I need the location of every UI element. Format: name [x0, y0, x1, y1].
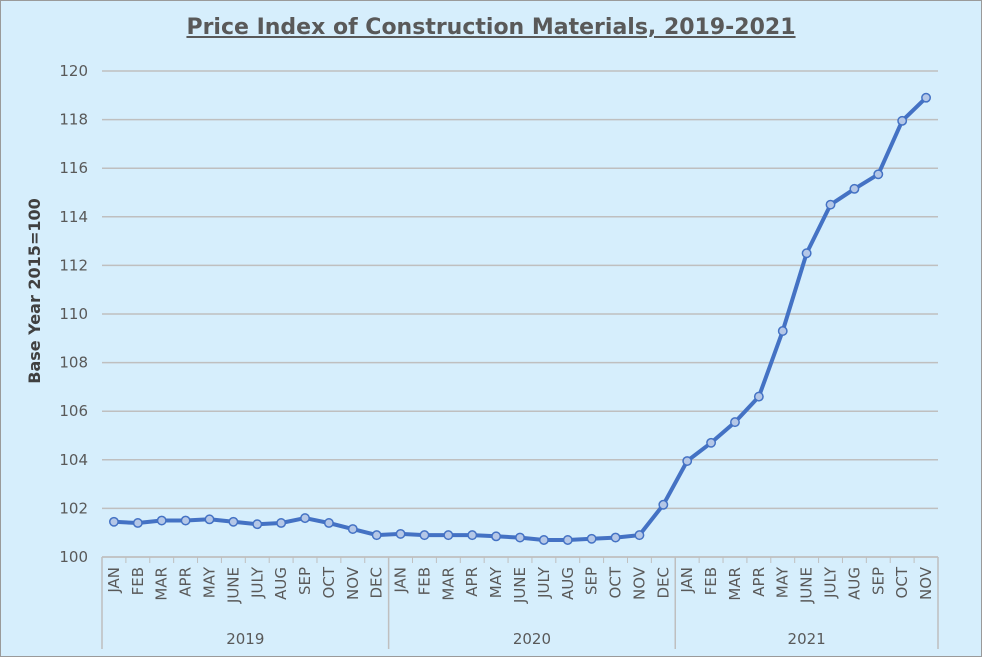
- x-tick-label: JAN: [105, 567, 123, 594]
- x-tick-label: OCT: [320, 566, 338, 598]
- data-point: [276, 518, 287, 528]
- x-tick-label: JULY: [248, 566, 266, 599]
- data-point: [228, 516, 239, 527]
- y-tick-label: 104: [59, 451, 88, 469]
- x-tick-label: MAR: [153, 567, 171, 601]
- data-point: [132, 518, 143, 528]
- data-point: [706, 437, 717, 448]
- data-point: [419, 530, 430, 541]
- data-point: [801, 248, 812, 259]
- x-tick-label: MAY: [774, 566, 792, 598]
- data-point: [443, 530, 454, 541]
- y-tick-label: 102: [59, 499, 88, 517]
- data-point: [538, 535, 549, 545]
- x-tick-label: APR: [177, 567, 195, 597]
- x-tick-label: JUNE: [224, 567, 242, 604]
- x-tick-label: SEP: [869, 567, 887, 595]
- data-point: [395, 528, 406, 539]
- x-tick-label: JAN: [678, 567, 696, 594]
- chart-title: Price Index of Construction Materials, 2…: [186, 15, 796, 40]
- series-line: [113, 96, 928, 542]
- x-tick-label: SEP: [296, 567, 314, 595]
- x-group-label: 2019: [226, 630, 264, 648]
- x-tick-label: NOV: [630, 566, 648, 600]
- x-tick-label: FEB: [702, 567, 720, 595]
- x-tick-label: MAR: [726, 567, 744, 601]
- x-tick-label: MAY: [200, 566, 218, 598]
- data-point: [371, 530, 382, 541]
- data-point: [108, 516, 119, 527]
- x-tick-label: SEP: [583, 567, 601, 595]
- data-point: [682, 456, 693, 466]
- data-point: [825, 199, 836, 210]
- data-point: [204, 514, 215, 525]
- x-tick-label: JUNE: [511, 567, 529, 604]
- x-tick-label: MAY: [487, 566, 505, 598]
- x-group-label: 2020: [513, 630, 551, 648]
- x-tick-label: JULY: [822, 566, 840, 599]
- y-tick-label: 112: [59, 256, 88, 274]
- data-point: [610, 532, 621, 543]
- x-tick-label: MAR: [439, 567, 457, 601]
- y-tick-label: 108: [59, 354, 88, 372]
- x-tick-label: APR: [463, 567, 481, 597]
- x-tick-label: JUNE: [798, 567, 816, 604]
- x-tick-label: AUG: [272, 567, 290, 600]
- data-point: [634, 530, 645, 541]
- x-tick-label: DEC: [654, 567, 672, 599]
- x-tick-label: NOV: [344, 566, 362, 600]
- data-point: [586, 533, 597, 544]
- data-point: [347, 524, 358, 535]
- x-tick-label: AUG: [559, 567, 577, 600]
- data-point: [562, 535, 573, 545]
- y-tick-label: 114: [59, 208, 88, 226]
- y-tick-label: 106: [59, 402, 88, 420]
- data-point: [156, 515, 167, 526]
- x-tick-label: JAN: [392, 567, 410, 594]
- data-point: [849, 183, 860, 194]
- x-tick-label: DEC: [368, 567, 386, 599]
- data-point: [730, 417, 740, 428]
- x-tick-label: FEB: [415, 567, 433, 595]
- data-point: [252, 519, 263, 530]
- y-tick-label: 120: [59, 62, 88, 80]
- x-group-label: 2021: [788, 630, 826, 648]
- y-tick-label: 118: [59, 111, 88, 129]
- data-point: [777, 326, 788, 336]
- x-tick-label: JULY: [535, 566, 553, 599]
- y-tick-label: 110: [59, 305, 88, 323]
- x-tick-label: FEB: [129, 567, 147, 595]
- data-point: [491, 531, 502, 542]
- data-point: [323, 518, 334, 528]
- data-point: [753, 391, 764, 402]
- data-point: [180, 515, 191, 526]
- y-axis-label: Base Year 2015=100: [25, 198, 44, 384]
- data-point: [515, 532, 525, 543]
- data-point: [658, 499, 669, 510]
- data-point: [300, 513, 310, 524]
- data-point: [921, 92, 932, 103]
- x-tick-label: NOV: [917, 566, 935, 600]
- data-point: [873, 169, 884, 180]
- x-tick-label: OCT: [893, 566, 911, 598]
- y-tick-label: 100: [59, 548, 88, 566]
- x-tick-label: AUG: [845, 567, 863, 600]
- y-tick-label: 116: [59, 159, 88, 177]
- x-tick-label: APR: [750, 567, 768, 597]
- data-point: [897, 115, 908, 126]
- x-tick-label: OCT: [607, 566, 625, 598]
- data-point: [467, 530, 478, 541]
